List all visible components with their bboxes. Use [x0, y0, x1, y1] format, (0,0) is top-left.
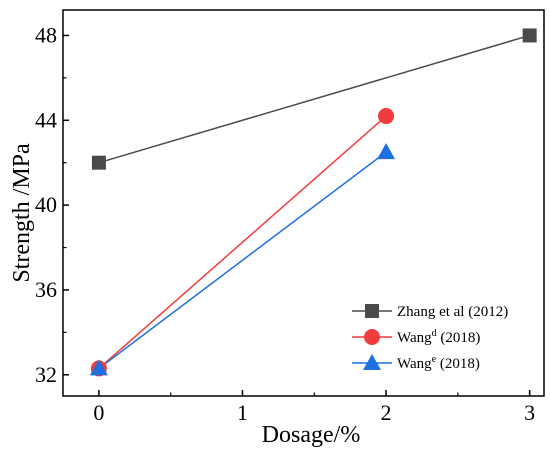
- x-axis-title: Dosage/%: [262, 422, 361, 448]
- series-line: [98, 151, 387, 370]
- y-tick-label: 32: [35, 362, 57, 387]
- legend-marker: [365, 304, 379, 318]
- legend-label: Zhang et al (2012): [397, 304, 508, 320]
- data-point: [91, 155, 106, 170]
- data-point: [522, 28, 537, 43]
- y-tick-label: 48: [35, 22, 57, 47]
- data-point: [378, 108, 395, 125]
- series-line: [98, 34, 530, 164]
- x-tick-label: 3: [524, 400, 535, 425]
- plot-area: [62, 9, 545, 397]
- x-tick-label: 2: [381, 400, 392, 425]
- y-tick-label: 40: [35, 192, 57, 217]
- y-tick-label: 36: [35, 277, 57, 302]
- series-line: [98, 115, 387, 369]
- y-axis-title: Strength /MPa: [9, 143, 35, 283]
- data-point: [377, 143, 396, 160]
- x-tick-label: 1: [237, 400, 248, 425]
- y-tick-label: 44: [35, 107, 57, 132]
- legend-marker: [363, 354, 381, 370]
- legend-label: Wangd (2018): [397, 328, 480, 346]
- axis-ticks: 32 36 40 44 48 0 1 2 3: [35, 22, 535, 425]
- data-point: [89, 359, 108, 376]
- legend: Zhang et al (2012) Wangd (2018) Wange (201…: [352, 304, 508, 372]
- series-layer: [89, 28, 537, 377]
- legend-label: Wange (2018): [397, 354, 480, 372]
- x-tick-label: 0: [93, 400, 104, 425]
- legend-marker: [364, 329, 380, 345]
- plot-frame: [62, 9, 545, 397]
